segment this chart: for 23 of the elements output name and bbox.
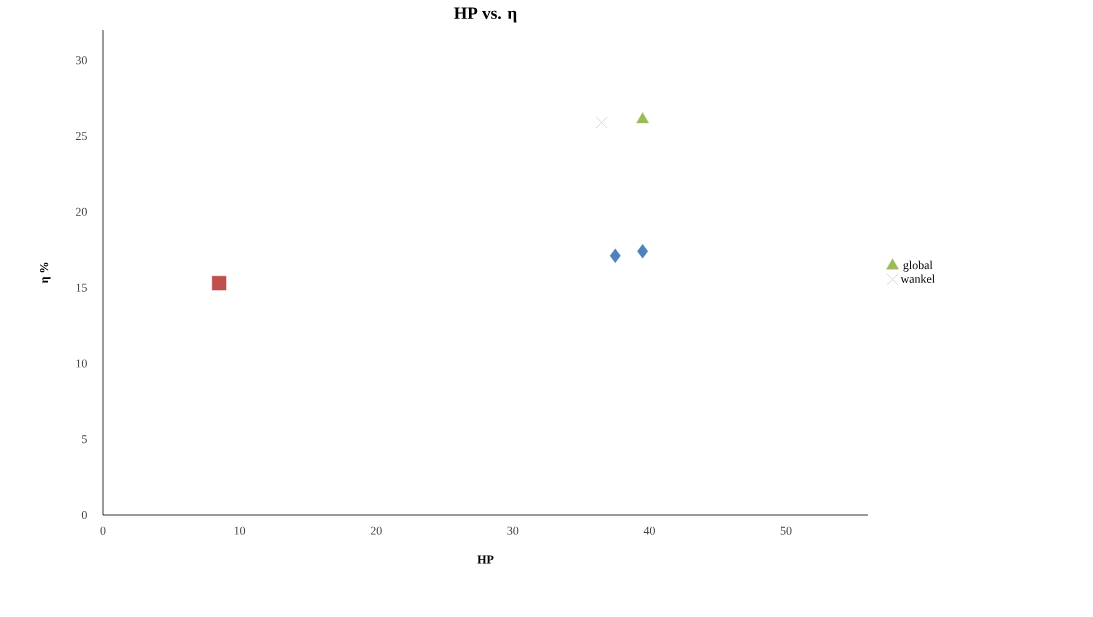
y-tick-label: 5 xyxy=(82,435,87,444)
y-tick-label: 30 xyxy=(75,56,87,65)
y-tick-label: 10 xyxy=(76,359,87,368)
point xyxy=(637,244,649,259)
y-tick-label: 25 xyxy=(75,132,87,141)
x-tick-label: 0 xyxy=(100,526,106,535)
x-axis-title: HP xyxy=(477,555,494,564)
y-axis-title: η % xyxy=(40,262,51,284)
x-tick-label: 40 xyxy=(643,526,655,535)
point xyxy=(211,275,227,291)
chart-title: HP vs. η xyxy=(454,7,517,23)
y-tick-label: 0 xyxy=(81,510,87,520)
y-tick-label: 15 xyxy=(76,283,87,292)
point xyxy=(609,248,621,263)
point xyxy=(595,116,608,129)
legend-label: wankel xyxy=(900,274,935,283)
point xyxy=(636,112,649,124)
legend-label: global xyxy=(903,260,933,272)
x-tick-label: 30 xyxy=(507,526,519,535)
x-tick-label: 10 xyxy=(234,526,246,535)
y-tick-label: 20 xyxy=(75,207,87,216)
x-tick-label: 20 xyxy=(370,526,382,535)
x-tick-label: 50 xyxy=(780,526,792,535)
